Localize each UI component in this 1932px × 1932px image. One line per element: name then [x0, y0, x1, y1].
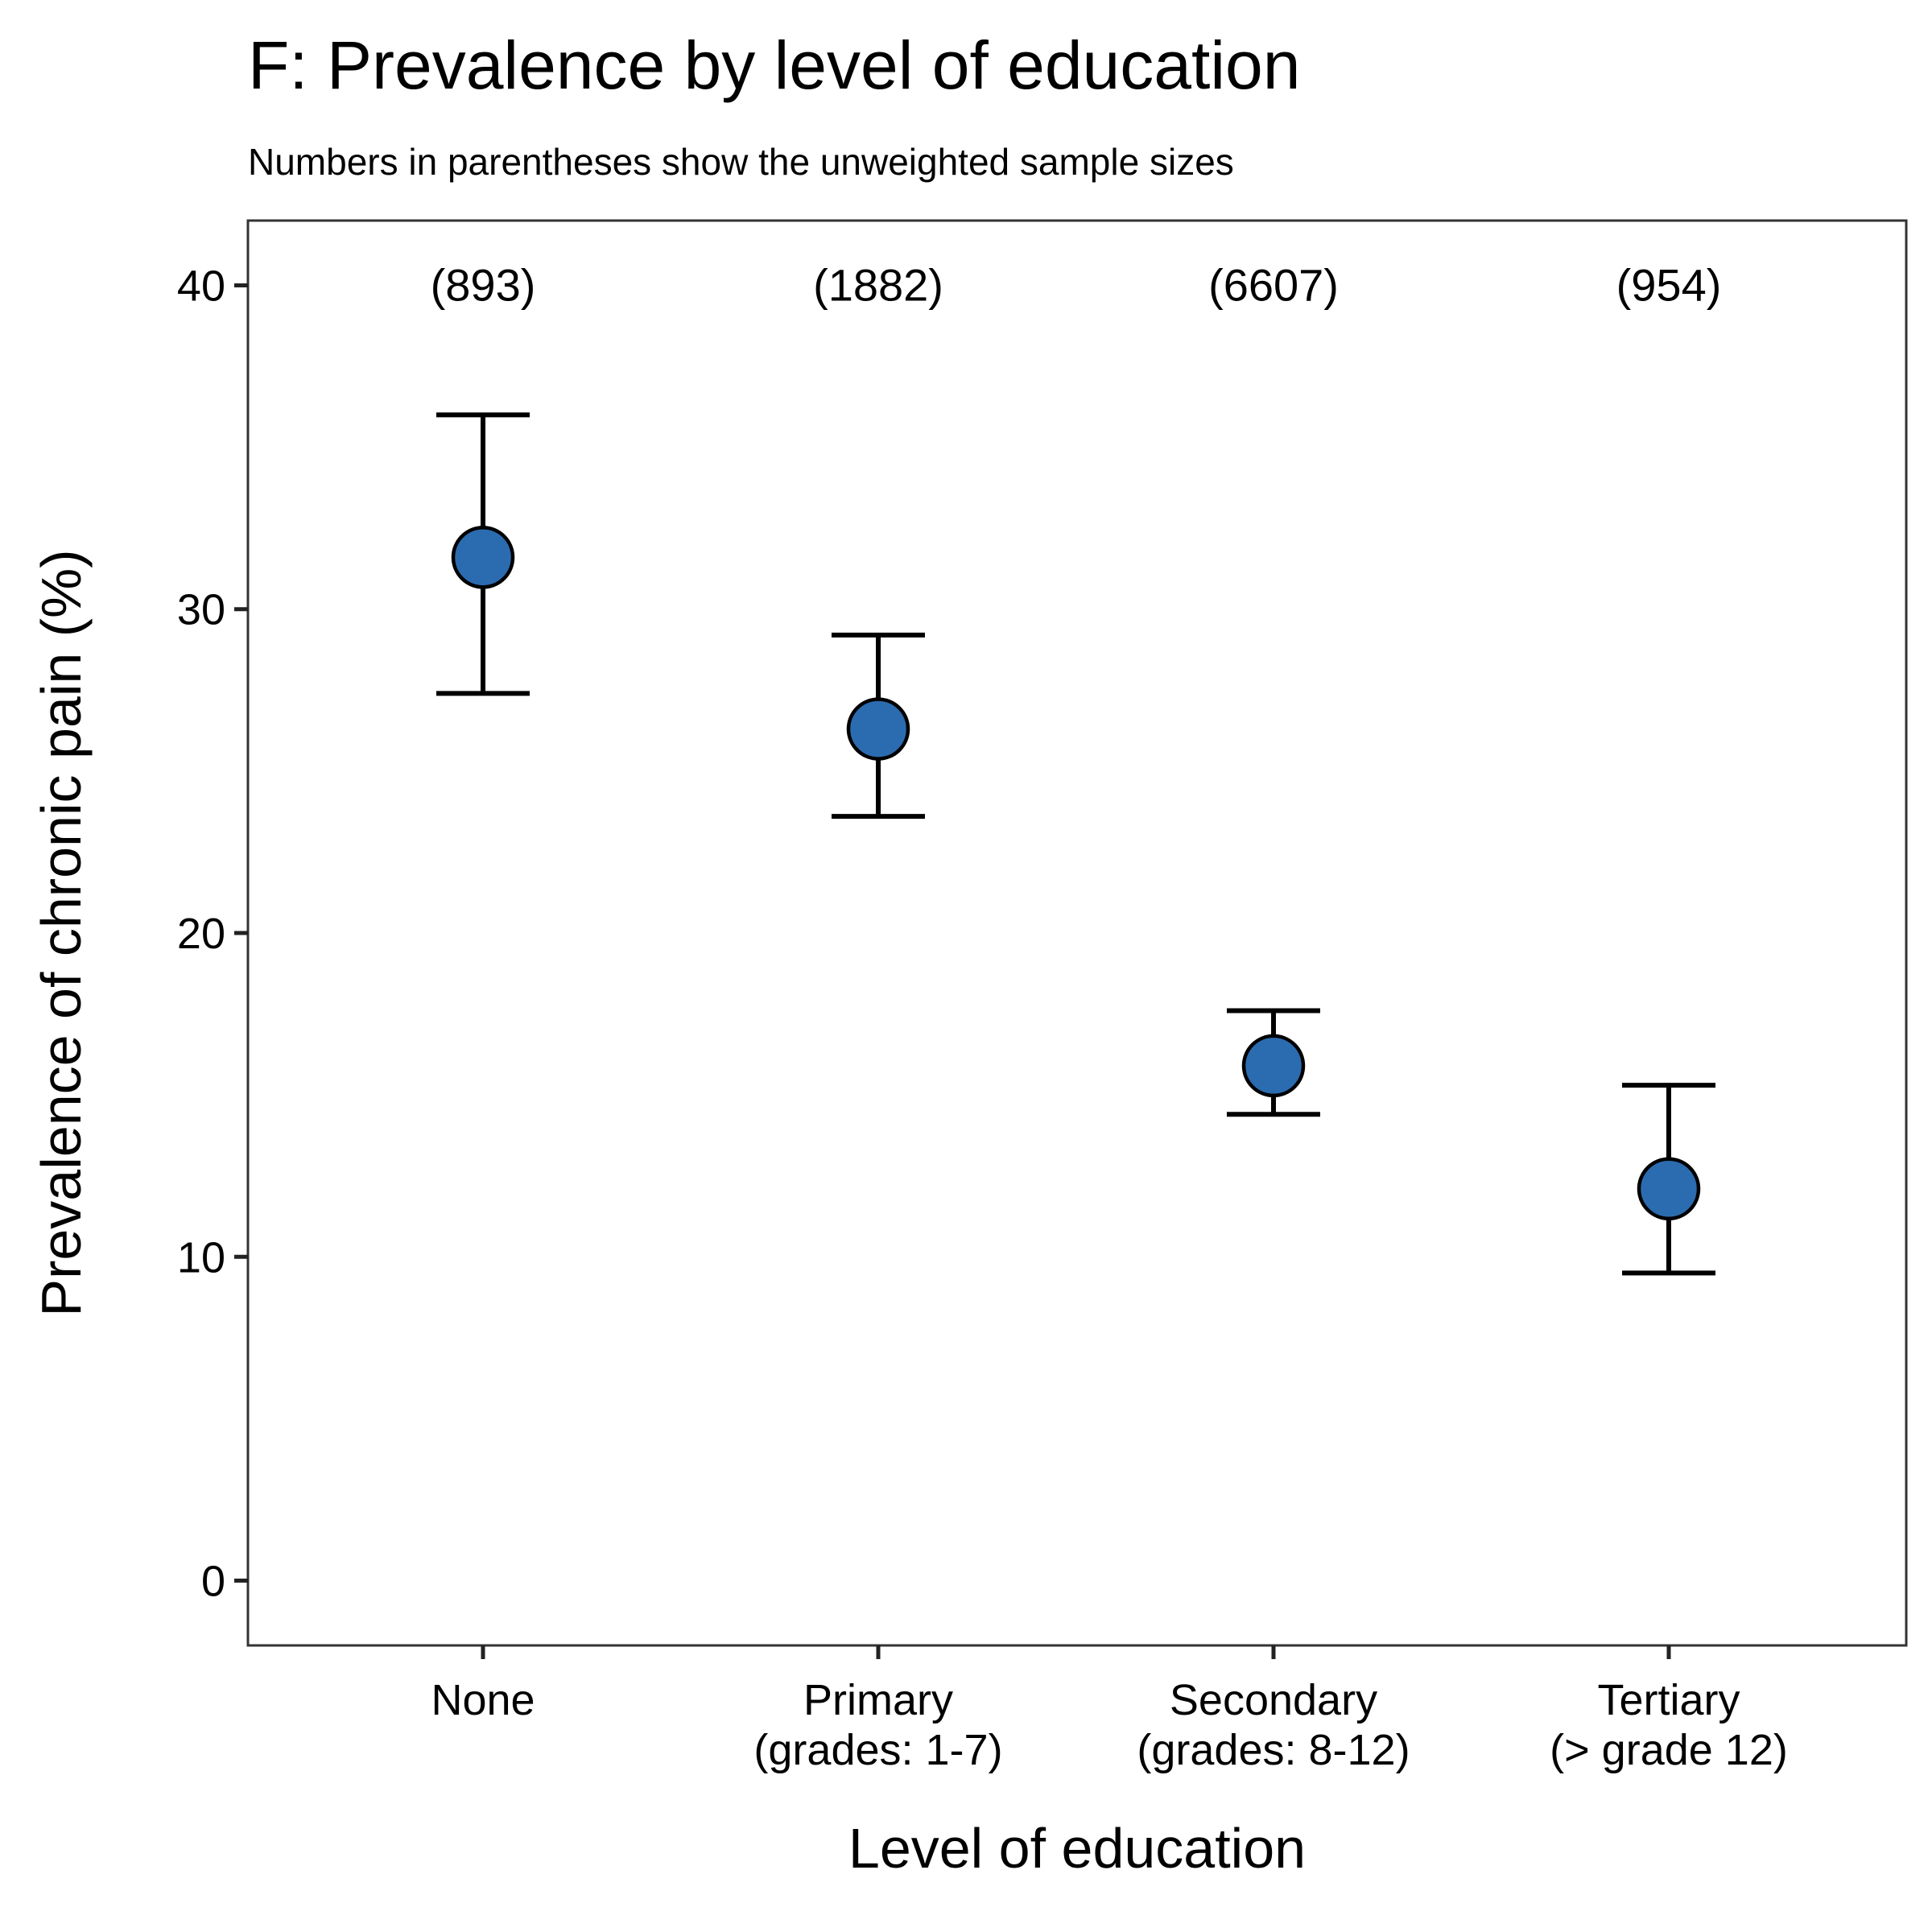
y-axis: 0 10 20 30 40	[177, 262, 248, 1606]
sample-size-label: (954)	[1616, 259, 1722, 310]
x-tick-label: None	[431, 1676, 535, 1724]
data-point	[846, 697, 910, 761]
chart-subtitle: Numbers in parentheses show the unweight…	[248, 141, 1234, 183]
data-point-group: (954)	[1616, 259, 1722, 1276]
sample-size-label: (1882)	[813, 259, 943, 310]
sample-size-label: (893)	[431, 259, 536, 310]
y-tick-label: 30	[177, 586, 225, 634]
plot-panel	[246, 219, 1908, 1647]
x-axis-title: Level of education	[848, 1817, 1306, 1880]
data-point-group: (893)	[431, 259, 536, 696]
data-marks: (893) (1882) (6607) (954)	[431, 259, 1722, 1276]
y-tick-label: 40	[177, 262, 225, 310]
data-point-group: (1882)	[813, 259, 943, 819]
data-point-group: (6607)	[1208, 259, 1339, 1117]
y-tick-label: 10	[177, 1233, 225, 1282]
data-point	[1241, 1034, 1306, 1098]
y-axis-title: Prevalence of chronic pain (%)	[30, 549, 93, 1316]
x-tick-label: Primary (grades: 1-7)	[753, 1676, 1002, 1774]
x-tick-label: Secondary (grades: 8-12)	[1137, 1676, 1410, 1774]
y-tick-label: 0	[201, 1558, 225, 1606]
chart-title: F: Prevalence by level of education	[248, 27, 1300, 103]
sample-size-label: (6607)	[1208, 259, 1339, 310]
data-point	[451, 526, 515, 589]
y-tick-label: 20	[177, 910, 225, 958]
x-axis: None Primary (grades: 1-7) Secondary (grades…	[431, 1645, 1788, 1774]
x-tick-label: Tertiary (> grade 12)	[1550, 1676, 1788, 1774]
data-point	[1637, 1157, 1701, 1221]
